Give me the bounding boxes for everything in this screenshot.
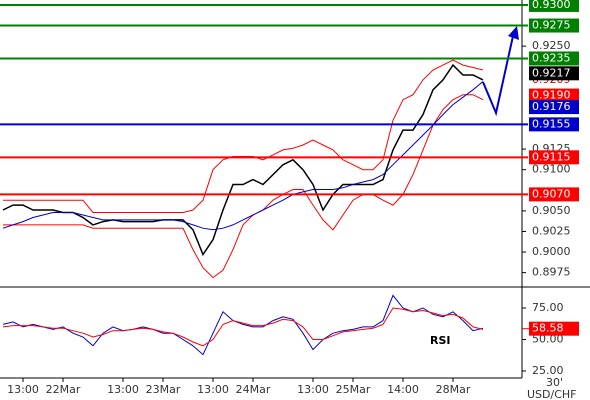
level-label-box	[529, 0, 579, 12]
series-line	[3, 94, 484, 279]
indicator-label: RSI	[430, 334, 451, 347]
level-label-box	[529, 18, 579, 33]
y-tick-label: 0.9050	[532, 204, 571, 217]
forecast-arrow	[482, 35, 514, 117]
rsi-marker	[529, 321, 579, 336]
x-tick-label: 23Mar	[146, 383, 181, 396]
y-tick-label: 0.9100	[532, 163, 571, 176]
x-tick-label: 22Mar	[46, 383, 81, 396]
level-label-box	[529, 150, 579, 165]
rsi-tick-label: 75.00	[532, 301, 564, 314]
level-label: 0.9275	[532, 19, 571, 32]
price-marker-label: 0.9190	[532, 89, 571, 102]
x-tick-label: 13:00	[7, 383, 39, 396]
x-tick-label: 25Mar	[336, 383, 371, 396]
price-marker	[529, 100, 579, 115]
y-tick-label: 0.8975	[532, 266, 571, 279]
y-tick-label: 0.9025	[532, 224, 571, 237]
level-label: 0.9115	[532, 150, 571, 163]
rsi-tick-label: 50.00	[532, 332, 564, 345]
level-label-box	[529, 51, 579, 66]
price-marker	[529, 66, 579, 81]
timeframe: 30'	[546, 376, 563, 389]
x-tick-label: 28Mar	[436, 383, 471, 396]
x-tick-label: 13:00	[107, 383, 139, 396]
series-line	[2, 81, 484, 231]
level-label-box	[529, 117, 579, 132]
price-marker	[529, 88, 579, 103]
level-label-box	[529, 187, 579, 202]
level-label: 0.9155	[532, 117, 571, 130]
symbol: USD/CHF	[527, 388, 577, 400]
x-tick-label: 13:00	[197, 383, 229, 396]
y-tick-label: 0.9000	[532, 245, 571, 258]
x-tick-label: 13:00	[297, 383, 329, 396]
price-marker-label: 0.9176	[532, 100, 571, 113]
x-tick-label: 14:00	[387, 383, 419, 396]
series-line	[2, 63, 484, 257]
rsi-line	[2, 294, 484, 356]
x-tick-label: 24Mar	[236, 383, 271, 396]
rsi-tick-label: 25.00	[532, 364, 564, 377]
price-marker-label: 0.9217	[532, 66, 571, 79]
level-label: 0.9235	[532, 51, 571, 64]
rsi-marker-label: 58.58	[532, 322, 564, 335]
rsi-line	[2, 307, 484, 347]
series-line	[3, 59, 484, 213]
level-label: 0.9300	[532, 0, 571, 11]
y-tick-label: 0.9250	[532, 39, 571, 52]
level-label: 0.9070	[532, 187, 571, 200]
forecast-arrow-head	[508, 26, 519, 40]
